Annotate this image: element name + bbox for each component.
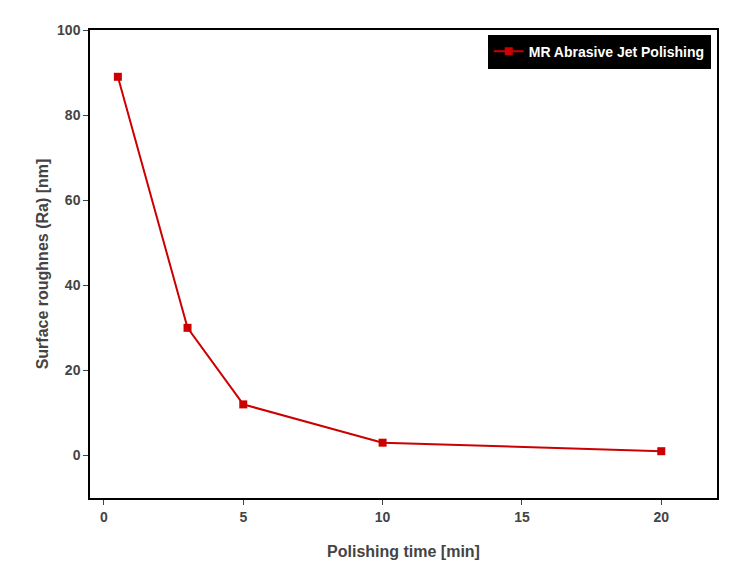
svg-text:15: 15 [514,509,530,525]
svg-text:40: 40 [65,277,81,293]
svg-text:5: 5 [239,509,247,525]
svg-text:10: 10 [375,509,391,525]
svg-text:Polishing time [min]: Polishing time [min] [327,543,480,560]
svg-text:0: 0 [73,447,81,463]
svg-text:80: 80 [65,107,81,123]
svg-text:MR Abrasive Jet Polishing: MR Abrasive Jet Polishing [529,44,704,60]
svg-text:100: 100 [57,22,81,38]
svg-text:0: 0 [100,509,108,525]
svg-text:20: 20 [65,362,81,378]
svg-text:60: 60 [65,192,81,208]
svg-text:Surface roughnes (Ra) [nm]: Surface roughnes (Ra) [nm] [34,159,51,370]
svg-text:20: 20 [653,509,669,525]
